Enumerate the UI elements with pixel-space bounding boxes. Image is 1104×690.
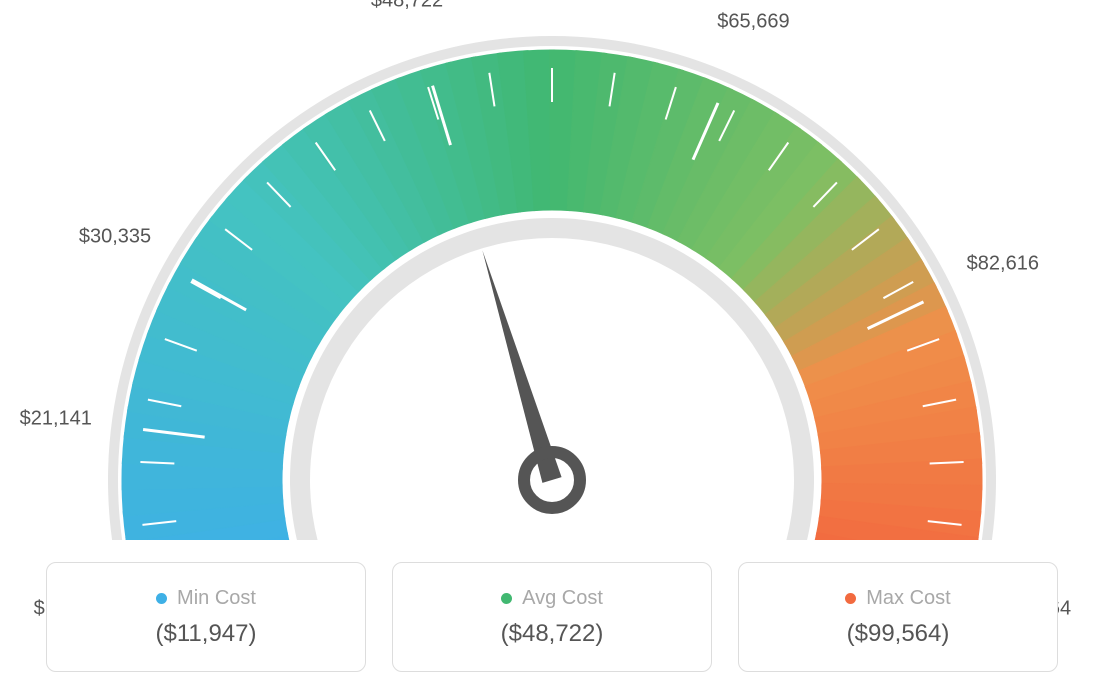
gauge-svg [0, 0, 1104, 540]
min-cost-label: Min Cost [177, 587, 256, 610]
gauge-tick-label: $21,141 [20, 407, 92, 430]
gauge-tick-label: $48,722 [371, 0, 443, 13]
avg-dot-icon [501, 593, 512, 604]
min-cost-card: Min Cost ($11,947) [46, 562, 366, 672]
max-cost-card: Max Cost ($99,564) [738, 562, 1058, 672]
avg-cost-label: Avg Cost [522, 587, 603, 610]
max-cost-value: ($99,564) [847, 620, 950, 648]
max-cost-label: Max Cost [866, 587, 950, 610]
min-cost-value: ($11,947) [156, 620, 257, 648]
avg-cost-value: ($48,722) [501, 620, 604, 648]
avg-cost-card: Avg Cost ($48,722) [392, 562, 712, 672]
gauge-tick-label: $30,335 [79, 226, 151, 249]
summary-cards: Min Cost ($11,947) Avg Cost ($48,722) Ma… [0, 562, 1104, 672]
gauge-tick-label: $82,616 [967, 252, 1039, 275]
max-dot-icon [845, 593, 856, 604]
gauge-tick-label: $65,669 [717, 11, 789, 34]
min-dot-icon [156, 593, 167, 604]
cost-gauge: $11,947$21,141$30,335$48,722$65,669$82,6… [0, 0, 1104, 540]
